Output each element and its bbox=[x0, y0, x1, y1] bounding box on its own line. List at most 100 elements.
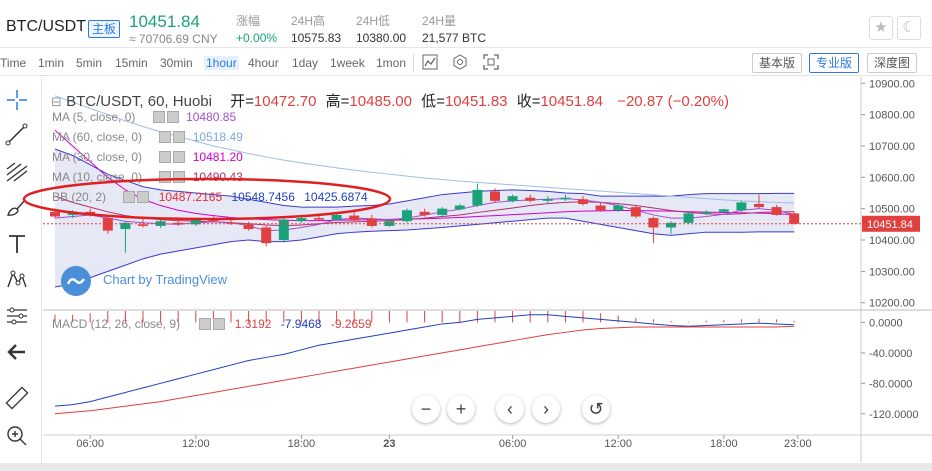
settings-icon[interactable] bbox=[123, 191, 136, 203]
horizontal-scrollbar[interactable] bbox=[0, 463, 932, 471]
stat-24h-low: 24H低 10380.00 bbox=[356, 13, 406, 47]
indicators-icon[interactable] bbox=[451, 54, 469, 72]
close-value: 10451.84 bbox=[540, 93, 604, 110]
scroll-right-button[interactable]: › bbox=[532, 395, 560, 423]
indicator-value: 10518.49 bbox=[192, 130, 243, 144]
macd-tick-label: -40.0000 bbox=[869, 348, 912, 360]
measure-icon[interactable] bbox=[4, 303, 30, 329]
time-tick-label: 23 bbox=[383, 438, 395, 450]
price-tick-label: 10300.00 bbox=[869, 266, 915, 278]
candlesticks bbox=[43, 183, 861, 253]
timeframe-1mon[interactable]: 1mon bbox=[376, 56, 407, 70]
brush-icon[interactable] bbox=[4, 195, 30, 221]
macd-hist-value: 1.3192 bbox=[234, 317, 272, 331]
text-icon[interactable] bbox=[4, 231, 30, 257]
timeframe-1day[interactable]: 1day bbox=[292, 56, 319, 70]
price-cny: ≈ 70706.69 CNY bbox=[129, 32, 218, 46]
zoom-out-button[interactable]: − bbox=[412, 395, 440, 423]
moon-icon[interactable]: ☾ bbox=[897, 16, 921, 40]
star-icon[interactable]: ★ bbox=[869, 16, 893, 40]
timeframe-1hour[interactable]: 1hour bbox=[204, 56, 239, 70]
stat-24h-volume: 24H量 21,577 BTC bbox=[422, 13, 486, 47]
bb-lower-value: 10425.6874 bbox=[304, 190, 368, 204]
candle-body bbox=[666, 222, 676, 228]
reset-chart-button[interactable]: ↺ bbox=[582, 395, 610, 423]
drawing-toolbar bbox=[0, 77, 42, 471]
candle-body bbox=[613, 205, 624, 211]
view-pro-button[interactable]: 专业版 bbox=[809, 53, 860, 73]
indicator-label: MA (60, close, 0) bbox=[52, 130, 143, 144]
indicator-ma30[interactable]: MA (30, close, 0) 10481.20 bbox=[52, 150, 243, 164]
stat-label: 24H高 bbox=[291, 14, 326, 28]
trendline-icon[interactable] bbox=[4, 122, 30, 148]
settings-icon[interactable] bbox=[152, 111, 165, 123]
timeframe-4hour[interactable]: 4hour bbox=[248, 56, 279, 70]
macd-tick-label: -80.0000 bbox=[869, 378, 912, 390]
pattern-icon[interactable] bbox=[4, 267, 30, 293]
close-icon[interactable] bbox=[173, 131, 186, 143]
candle-body bbox=[50, 211, 60, 217]
timeframe-5min[interactable]: 5min bbox=[76, 56, 103, 70]
tradingview-watermark[interactable]: Chart by TradingView bbox=[103, 272, 228, 287]
settings-icon[interactable] bbox=[159, 131, 172, 143]
macd-line bbox=[54, 314, 795, 407]
candle-body bbox=[102, 218, 113, 231]
macd-tick-label: -120.0000 bbox=[869, 409, 919, 421]
candle-body bbox=[314, 218, 324, 220]
time-tick-label: 18:00 bbox=[710, 438, 738, 450]
pair-name[interactable]: BTC/USDT bbox=[6, 18, 86, 35]
bb-upper-value: 10548.7456 bbox=[231, 190, 295, 204]
indicator-value: 10480.85 bbox=[186, 110, 237, 124]
crosshair-icon[interactable] bbox=[4, 87, 30, 113]
zoom-in-button[interactable]: + bbox=[447, 395, 475, 423]
chart-type-icon[interactable] bbox=[421, 54, 439, 72]
price-tag bbox=[862, 215, 920, 232]
macd-legend[interactable]: MACD (12, 26, close, 9) 1.3192 -7.9468 -… bbox=[52, 317, 372, 331]
indicator-ma5[interactable]: MA (5, close, 0) 10480.85 bbox=[52, 110, 236, 124]
stat-label: 24H低 bbox=[356, 14, 391, 28]
settings-icon[interactable] bbox=[199, 318, 212, 330]
time-tick-label: 12:00 bbox=[182, 438, 210, 450]
view-basic-button[interactable]: 基本版 bbox=[752, 53, 803, 73]
price-tick-label: 10200.00 bbox=[869, 298, 915, 310]
candle-body bbox=[595, 205, 606, 211]
zoom-in-icon[interactable] bbox=[4, 423, 30, 449]
candle-body bbox=[138, 224, 148, 226]
candle-body bbox=[384, 221, 395, 226]
chart-canvas[interactable]: 10900.00 10800.00 10700.00 10600.00 10500.00… bbox=[43, 77, 932, 471]
close-icon[interactable] bbox=[173, 151, 186, 163]
scroll-left-button[interactable]: ‹ bbox=[496, 395, 524, 423]
macd-tick-label: 0.0000 bbox=[869, 317, 903, 329]
timeframe-30min[interactable]: 30min bbox=[160, 56, 193, 70]
timeframe-1week[interactable]: 1week bbox=[330, 56, 365, 70]
high-label: 高= bbox=[325, 93, 350, 110]
fullscreen-icon[interactable] bbox=[482, 54, 500, 72]
legend-title: BTC/USDT, 60, Huobi bbox=[66, 93, 212, 110]
high-value: 10485.00 bbox=[349, 93, 412, 110]
bb-basis-value: 10487.2165 bbox=[158, 190, 223, 204]
candle-body bbox=[190, 219, 201, 225]
indicator-ma60[interactable]: MA (60, close, 0) 10518.49 bbox=[52, 130, 243, 144]
back-arrow-icon[interactable] bbox=[4, 339, 30, 365]
close-icon[interactable] bbox=[137, 191, 150, 203]
close-icon[interactable] bbox=[166, 111, 179, 123]
candle-body bbox=[490, 191, 500, 201]
collapse-icon[interactable]: ⊟ bbox=[51, 94, 62, 109]
settings-icon[interactable] bbox=[159, 151, 172, 163]
view-depth-button[interactable]: 深度图 bbox=[867, 53, 918, 73]
indicator-bb[interactable]: BB (20, 2) 10487.2165 10548.7456 10425.6… bbox=[52, 190, 368, 204]
candle-body bbox=[542, 199, 553, 201]
timeframe-15min[interactable]: 15min bbox=[115, 56, 148, 70]
macd-pane bbox=[54, 311, 795, 415]
ticker-header: BTC/USDT 主板 10451.84 ≈ 70706.69 CNY 涨幅 +… bbox=[0, 0, 932, 48]
ruler-icon[interactable] bbox=[4, 385, 30, 411]
board-badge: 主板 bbox=[88, 20, 121, 38]
candle-body bbox=[349, 215, 360, 221]
timeframe-time[interactable]: Time bbox=[0, 56, 27, 70]
candle-body bbox=[366, 218, 377, 226]
time-tick-label: 06:00 bbox=[499, 438, 527, 450]
fib-icon[interactable] bbox=[4, 159, 30, 185]
price-chart[interactable]: 10900.00 10800.00 10700.00 10600.00 10500.00… bbox=[22, 77, 932, 471]
close-icon[interactable] bbox=[213, 318, 226, 330]
timeframe-1min[interactable]: 1min bbox=[38, 56, 65, 70]
